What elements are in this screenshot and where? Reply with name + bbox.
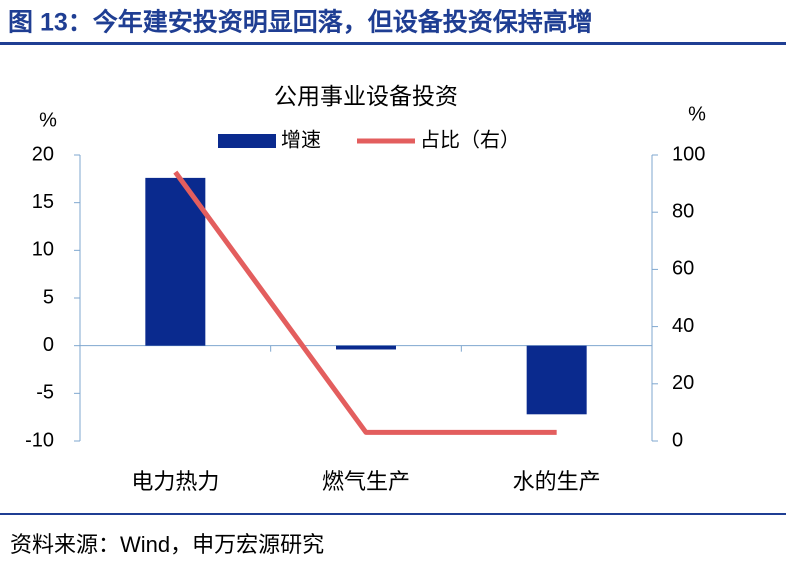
y2-tick-label: 0 <box>672 429 683 451</box>
line <box>173 170 557 435</box>
source-note: 资料来源：Wind，申万宏源研究 <box>10 532 324 557</box>
y2-axis-label: % <box>688 103 706 125</box>
y2-tick-label: 40 <box>672 315 694 337</box>
x-tick-label: 水的生产 <box>513 469 601 494</box>
x-tick-label: 电力热力 <box>131 469 219 494</box>
y-tick-label: -10 <box>25 429 54 451</box>
legend-label: 占比（右） <box>420 128 520 151</box>
y2-tick-label: 100 <box>672 143 705 165</box>
header-title: 图 13：今年建安投资明显回落，但设备投资保持高增 <box>8 8 593 37</box>
legend-label: 增速 <box>281 128 321 151</box>
footer-rule <box>0 513 786 515</box>
y2-tick-label: 80 <box>672 200 694 222</box>
chart-title: 公用事业设备投资 <box>274 83 458 109</box>
y-tick-label: 20 <box>32 143 54 165</box>
y-tick-label: 15 <box>32 191 54 213</box>
header-rule <box>0 42 786 45</box>
y-tick-label: 0 <box>43 334 54 356</box>
bar <box>336 345 396 350</box>
y-tick-label: 10 <box>32 239 54 261</box>
legend-swatch <box>218 134 276 148</box>
x-tick-label: 燃气生产 <box>322 469 410 494</box>
y2-tick-label: 60 <box>672 258 694 280</box>
bar <box>145 177 206 346</box>
y2-tick-label: 20 <box>672 372 694 394</box>
bar <box>526 345 587 415</box>
y-tick-label: -5 <box>36 382 54 404</box>
y-tick-label: 5 <box>43 286 54 308</box>
y-axis-label: % <box>39 109 57 131</box>
